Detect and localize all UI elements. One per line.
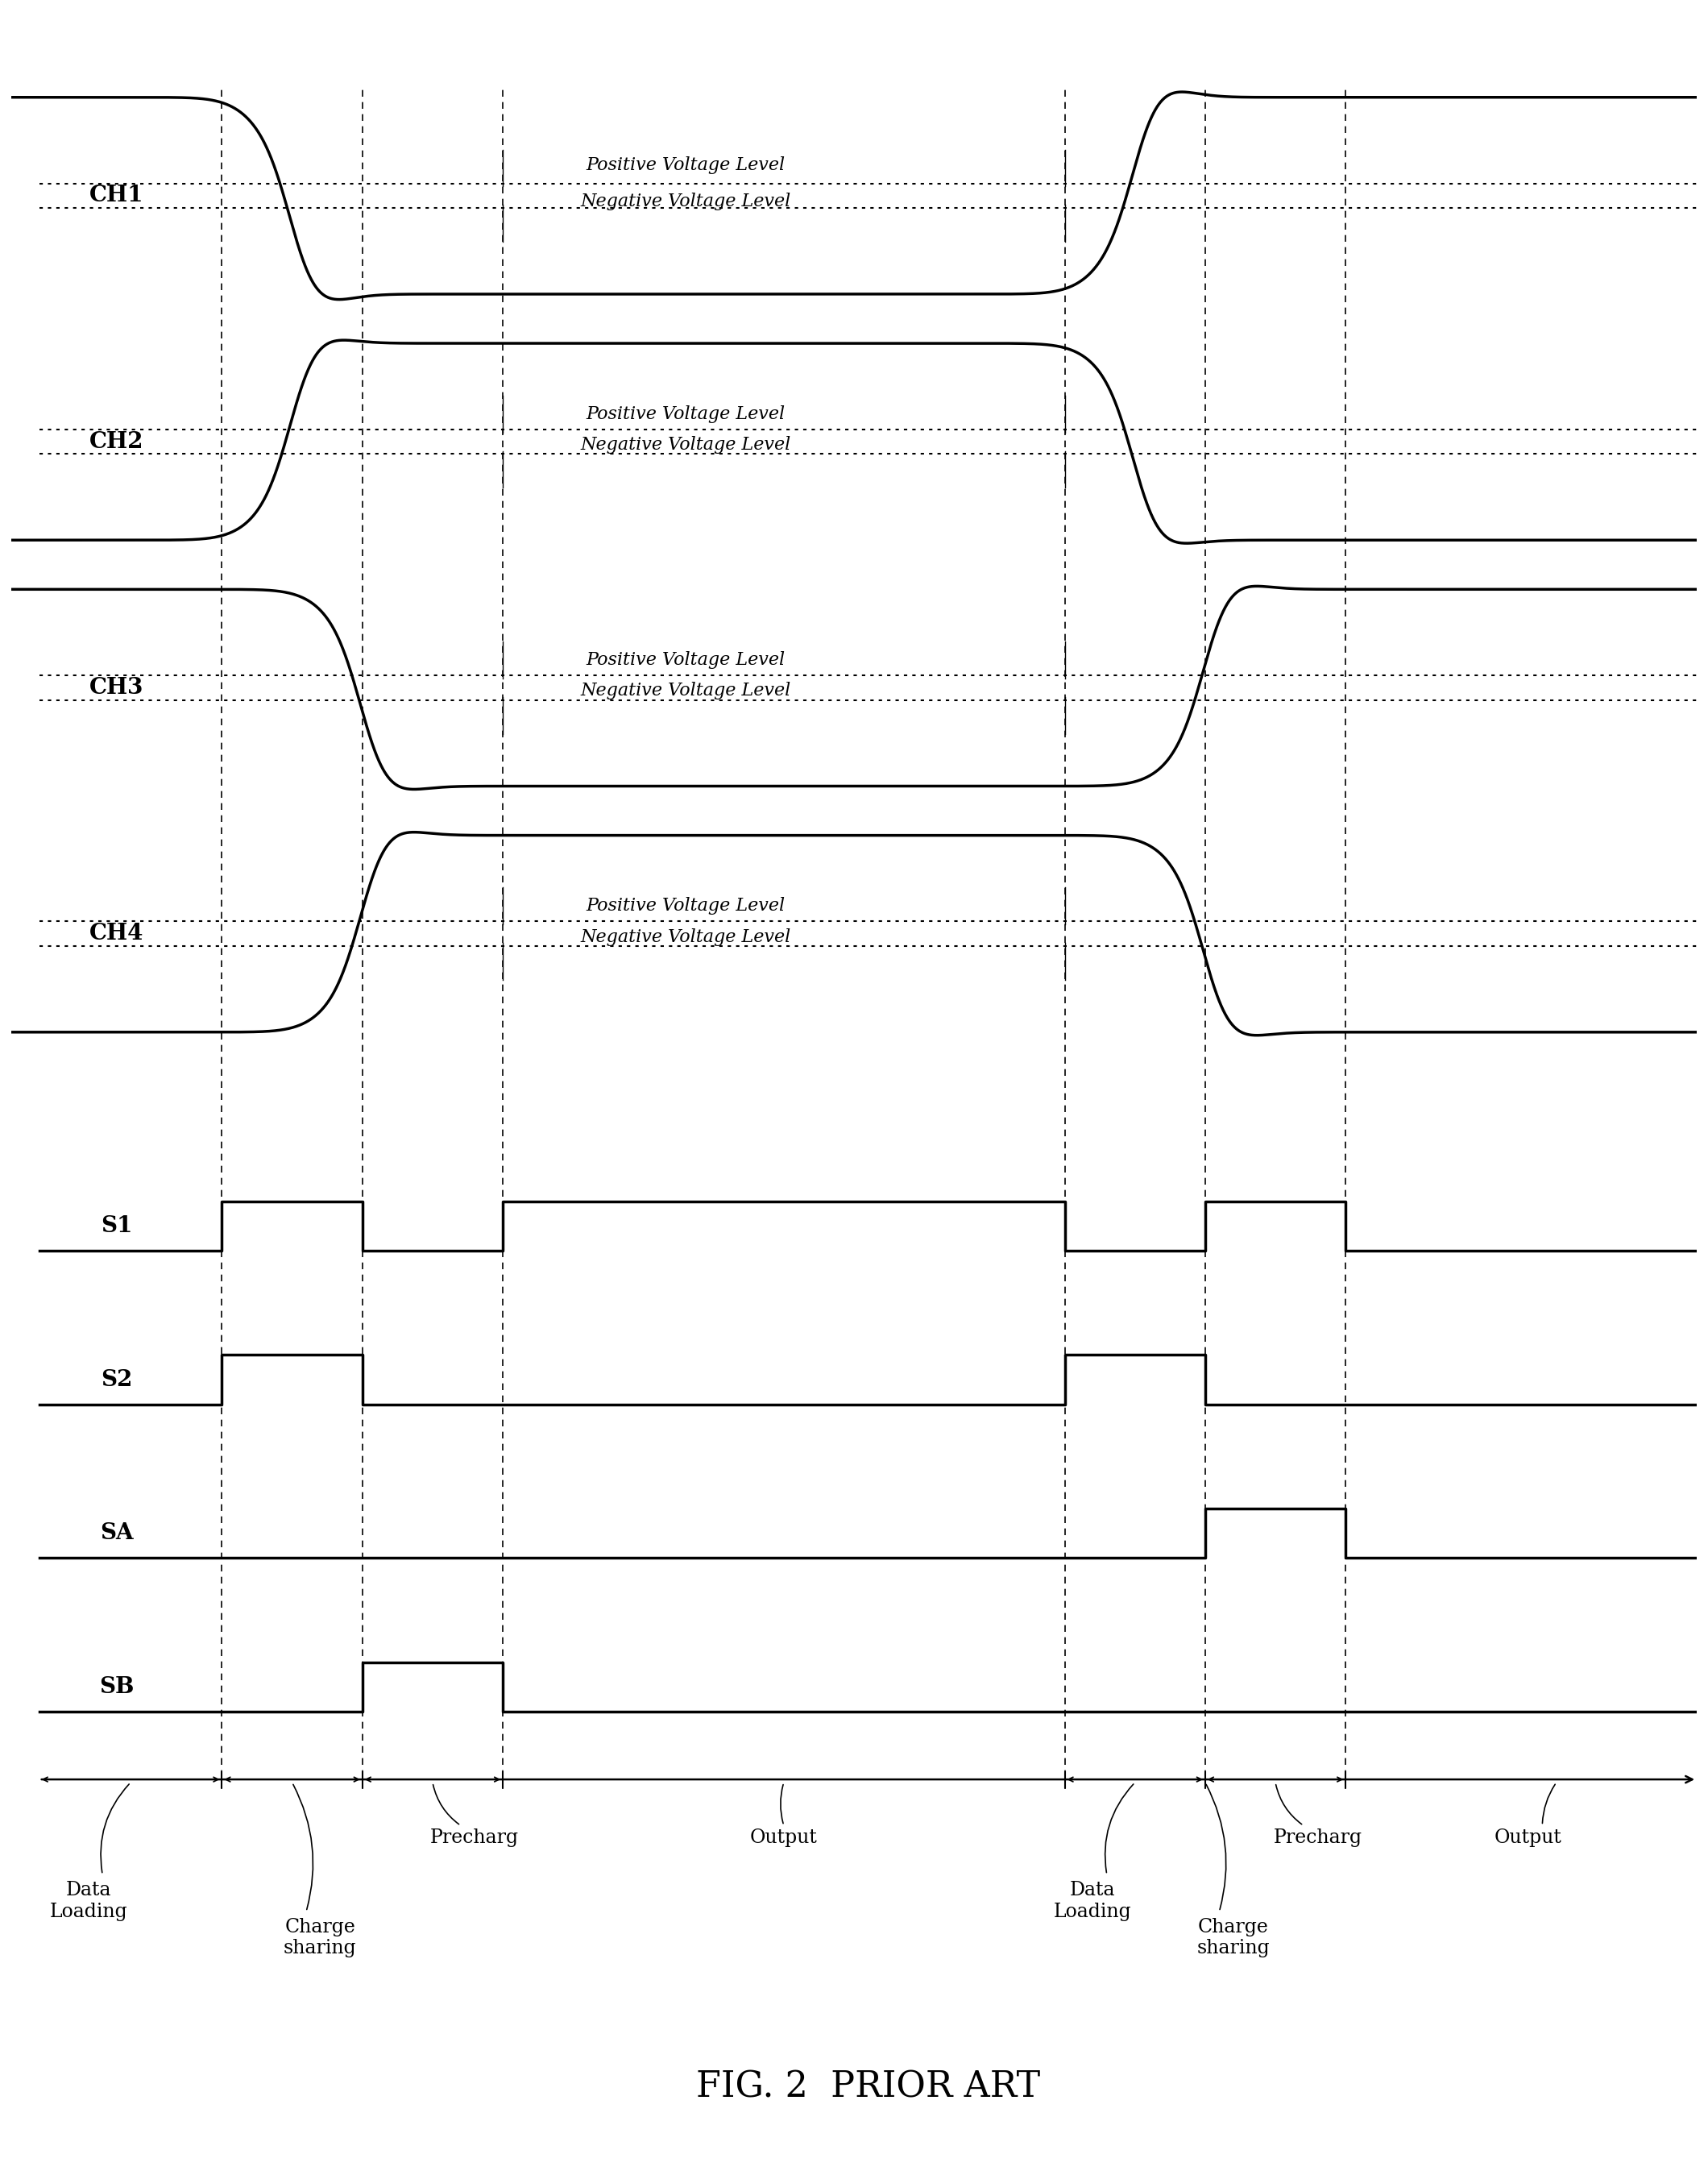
Text: FIG. 2  PRIOR ART: FIG. 2 PRIOR ART [695, 2071, 1040, 2105]
Text: Output: Output [1494, 1829, 1563, 1847]
Text: CH3: CH3 [89, 676, 143, 698]
Text: Data
Loading: Data Loading [1054, 1881, 1132, 1921]
Text: Data
Loading: Data Loading [50, 1881, 128, 1921]
Text: S1: S1 [101, 1216, 133, 1238]
Text: Negative Voltage Level: Negative Voltage Level [581, 194, 791, 211]
Text: Negative Voltage Level: Negative Voltage Level [581, 435, 791, 455]
Text: SA: SA [99, 1522, 133, 1544]
Text: CH4: CH4 [89, 922, 143, 944]
Text: Negative Voltage Level: Negative Voltage Level [581, 683, 791, 700]
Text: Positive Voltage Level: Positive Voltage Level [586, 405, 786, 422]
Text: Charge
sharing: Charge sharing [284, 1918, 357, 1957]
Text: SB: SB [99, 1677, 133, 1699]
Text: Precharg: Precharg [430, 1829, 519, 1847]
Text: CH1: CH1 [89, 185, 143, 207]
Text: CH2: CH2 [89, 431, 143, 452]
Text: Positive Voltage Level: Positive Voltage Level [586, 650, 786, 670]
Text: Output: Output [750, 1829, 818, 1847]
Text: Positive Voltage Level: Positive Voltage Level [586, 898, 786, 916]
Text: Precharg: Precharg [1272, 1829, 1361, 1847]
Text: Positive Voltage Level: Positive Voltage Level [586, 157, 786, 174]
Text: S2: S2 [101, 1368, 133, 1390]
Text: Charge
sharing: Charge sharing [1197, 1918, 1269, 1957]
Text: Negative Voltage Level: Negative Voltage Level [581, 929, 791, 946]
